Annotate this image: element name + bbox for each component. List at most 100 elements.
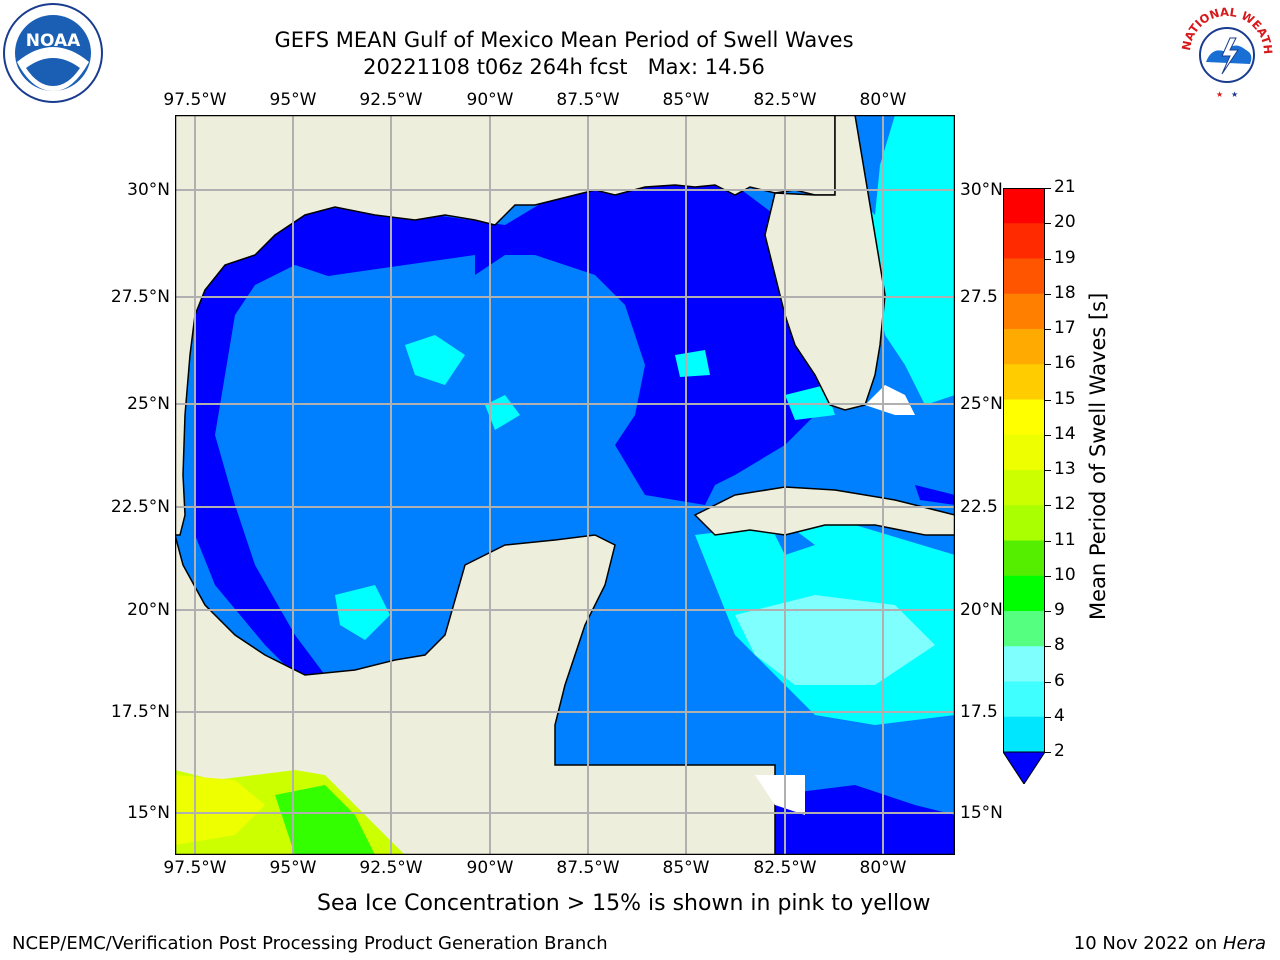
colorbar-tick-label: 2 (1054, 741, 1065, 761)
lon-label: 82.5°W (753, 90, 817, 110)
colorbar-tick-label: 4 (1054, 705, 1065, 726)
svg-text:★: ★ (1231, 90, 1238, 99)
lon-label: 82.5°W (753, 858, 817, 878)
colorbar-ticks: 2 4 6 8 9 10 11 12 13 14 15 16 17 18 19 20 21 (0, 0, 1076, 761)
lat-label: 27.5°N (110, 287, 170, 307)
footer-date: 10 Nov 2022 on Hera (1074, 933, 1266, 954)
colorbar-tick-mark (1045, 258, 1051, 260)
colorbar-tick-mark (1045, 293, 1051, 295)
colorbar-segment (1003, 399, 1045, 436)
colorbar-tick-mark (1045, 188, 1051, 189)
colorbar-tick-label: 12 (1054, 494, 1076, 515)
colorbar-extend-triangle (1002, 751, 1046, 785)
lon-label: 85°W (662, 90, 710, 110)
lon-labels-top: 97.5°W 95°W 92.5°W 90°W 87.5°W 85°W 82.5… (0, 90, 1280, 112)
colorbar-tick-label: 8 (1054, 635, 1065, 656)
lat-label: 25°N (127, 394, 170, 414)
land-north-america (174, 114, 836, 536)
gulf-of-mexico-map (174, 114, 956, 856)
colorbar-tick-label: 10 (1054, 564, 1076, 585)
colorbar (1002, 188, 1046, 785)
svg-text:NOAA: NOAA (26, 31, 81, 51)
colorbar-segment (1003, 681, 1045, 718)
map-frame (174, 114, 956, 856)
lat-label: 17.5°N (110, 702, 170, 722)
footer-credit: NCEP/EMC/Verification Post Processing Pr… (12, 933, 608, 954)
colorbar-segment (1003, 258, 1045, 295)
colorbar-tick-label: 9 (1054, 600, 1065, 620)
chart-title-line2: 20221108 t06z 264h fcst Max: 14.56 (363, 55, 765, 79)
colorbar-segment (1003, 575, 1045, 612)
lon-label: 80°W (859, 858, 907, 878)
colorbar-title: Mean Period of Swell Waves [s] (1086, 292, 1110, 620)
lat-label: 27.5 (960, 287, 998, 307)
lat-label: 22.5 (960, 497, 998, 517)
colorbar-tick-label: 16 (1054, 353, 1076, 374)
lat-label: 15°N (960, 803, 1003, 823)
colorbar-segment (1003, 223, 1045, 259)
colorbar-tick-mark (1045, 646, 1051, 648)
footer-host: Hera (1222, 933, 1266, 954)
colorbar-tick-label: 21 (1054, 177, 1076, 197)
colorbar-segment (1003, 611, 1045, 647)
colorbar-tick-mark (1045, 681, 1051, 683)
sea-ice-caption: Sea Ice Concentration > 15% is shown in … (317, 891, 931, 916)
lon-label: 90°W (466, 90, 514, 110)
lat-label: 30°N (960, 180, 1003, 200)
colorbar-tick-label: 15 (1054, 388, 1076, 409)
lon-label: 97.5°W (163, 858, 227, 878)
colorbar-tick-label: 17 (1054, 318, 1076, 338)
colorbar-tick-mark (1045, 364, 1051, 366)
colorbar-tick-label: 6 (1054, 670, 1065, 691)
lon-label: 95°W (269, 90, 317, 110)
colorbar-tick-mark (1045, 223, 1051, 225)
lon-label: 92.5°W (359, 90, 423, 110)
noaa-logo: NOAA (2, 2, 104, 104)
colorbar-segment (1003, 293, 1045, 330)
colorbar-tick-mark (1045, 505, 1051, 507)
colorbar-segment (1003, 470, 1045, 506)
lon-labels-bottom: 97.5°W 95°W 92.5°W 90°W 87.5°W 85°W 82.5… (0, 858, 1280, 880)
colorbar-tick-mark (1045, 329, 1051, 330)
chart-title-line1: GEFS MEAN Gulf of Mexico Mean Period of … (274, 28, 854, 52)
colorbar-tick-label: 11 (1054, 529, 1076, 550)
lat-label: 22.5°N (110, 497, 170, 517)
colorbar-tick-mark (1045, 540, 1051, 542)
colorbar-segment (1003, 364, 1045, 400)
colorbar-tick-mark (1045, 399, 1051, 401)
colorbar-tick-label: 18 (1054, 282, 1076, 303)
lat-label: 20°N (960, 600, 1003, 620)
lon-label: 87.5°W (556, 90, 620, 110)
lon-label: 85°W (662, 858, 710, 878)
colorbar-tick-mark (1045, 470, 1051, 471)
colorbar-segment (1003, 716, 1045, 753)
lat-label: 20°N (127, 600, 170, 620)
colorbar-tick-label: 14 (1054, 423, 1076, 444)
lat-label: 25°N (960, 394, 1003, 414)
colorbar-segment (1003, 540, 1045, 577)
colorbar-segment (1003, 188, 1045, 224)
lon-label: 92.5°W (359, 858, 423, 878)
lon-label: 95°W (269, 858, 317, 878)
colorbar-frame (1003, 188, 1045, 753)
lon-label: 80°W (859, 90, 907, 110)
lon-label: 97.5°W (163, 90, 227, 110)
colorbar-tick-mark (1045, 611, 1051, 612)
swell-cyan-patch (405, 335, 465, 385)
colorbar-tick-mark (1045, 716, 1051, 718)
lon-label: 87.5°W (556, 858, 620, 878)
footer-date-text: 10 Nov 2022 on (1073, 933, 1223, 954)
lon-label: 90°W (466, 858, 514, 878)
lat-label: 30°N (127, 180, 170, 200)
colorbar-tick-mark (1045, 575, 1051, 577)
colorbar-tick-label: 19 (1054, 247, 1076, 268)
lat-label: 15°N (127, 803, 170, 823)
national-weather-service-logo: NATIONAL WEATHER SERVICE ★ ★ (1172, 0, 1278, 104)
svg-text:★: ★ (1216, 90, 1223, 99)
colorbar-segment (1003, 505, 1045, 541)
colorbar-segment (1003, 646, 1045, 682)
colorbar-tick-label: 20 (1054, 212, 1076, 233)
colorbar-tick-mark (1045, 752, 1051, 753)
colorbar-segment (1003, 329, 1045, 365)
colorbar-segment (1003, 434, 1045, 471)
